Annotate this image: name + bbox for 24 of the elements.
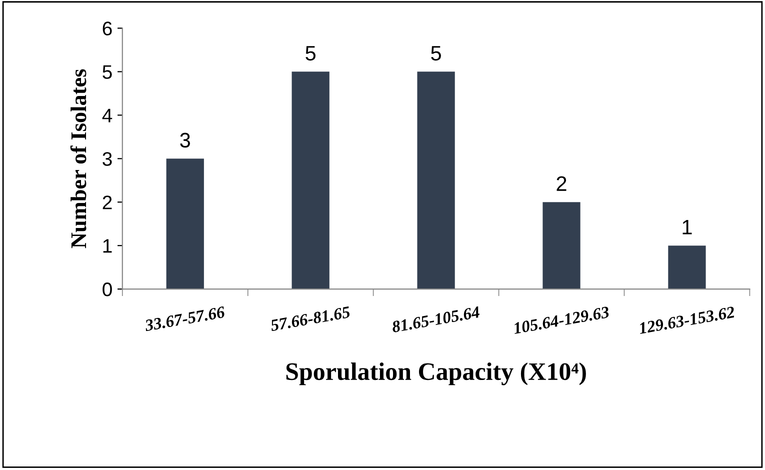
bar — [542, 202, 580, 290]
y-tick-label: 6 — [102, 22, 112, 36]
y-axis-title: Number of Isolates — [70, 69, 86, 248]
y-tick-label: 0 — [102, 282, 112, 296]
data-label: 2 — [556, 176, 566, 191]
data-label: 1 — [682, 220, 692, 234]
x-axis-title: Sporulation Capacity (X10⁴) — [286, 362, 586, 386]
x-tick-label: 81.65-105.64 — [391, 306, 480, 333]
bar — [166, 158, 204, 290]
data-label: 3 — [180, 132, 190, 148]
bar — [292, 72, 330, 290]
x-tick-label: 105.64-129.63 — [512, 306, 610, 334]
bar — [668, 246, 706, 290]
y-tick-label: 2 — [102, 196, 112, 210]
y-tick-label: 1 — [103, 239, 112, 253]
y-tick-label: 3 — [102, 152, 112, 166]
y-tick-label: 5 — [102, 65, 112, 79]
x-tick-label: 33.67-57.66 — [144, 306, 226, 332]
x-tick-label: 57.66-81.65 — [270, 306, 351, 332]
data-label: 5 — [431, 46, 441, 61]
data-label: 5 — [306, 46, 316, 61]
bar — [417, 72, 455, 290]
x-tick-label: 129.63-153.62 — [638, 306, 736, 334]
y-tick-label: 4 — [102, 108, 112, 122]
